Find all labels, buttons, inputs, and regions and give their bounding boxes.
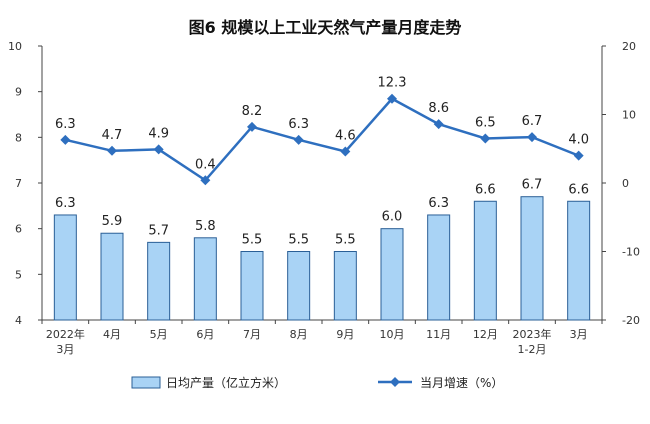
left-tick-label: 6 xyxy=(15,223,22,236)
bar xyxy=(520,196,544,321)
bar-data-label: 6.0 xyxy=(382,210,403,225)
right-tick-label: -20 xyxy=(622,314,640,327)
growth-line xyxy=(65,97,580,182)
line-data-label: 12.3 xyxy=(378,76,407,91)
line-series: 6.3 4.7 4.9 0.4 8.2 6.3 4.6 12.3 8.6 6.5 6.7 4.0 xyxy=(55,76,589,186)
line-data-label: 6.3 xyxy=(288,117,309,132)
line-data-label: 6.3 xyxy=(55,117,76,132)
bar xyxy=(147,241,171,321)
line-point xyxy=(527,132,537,143)
left-tick-label: 7 xyxy=(15,177,22,190)
x-tick-label: 5月 xyxy=(150,328,168,341)
bar xyxy=(193,237,217,321)
x-tick-label: 9月 xyxy=(336,328,354,341)
line-point xyxy=(60,134,71,145)
legend-line-marker xyxy=(390,377,400,387)
x-tick-label: 2022年 xyxy=(46,327,85,341)
line-data-label: 4.7 xyxy=(102,128,123,143)
left-tick-label: 8 xyxy=(15,131,22,144)
legend-line-label: 当月增速（%） xyxy=(420,376,503,390)
bar-data-label: 6.3 xyxy=(428,196,449,211)
bar-data-label: 5.5 xyxy=(288,233,309,248)
bar xyxy=(473,200,497,321)
bar xyxy=(380,228,404,321)
x-tick-label: 8月 xyxy=(290,328,308,341)
bar-data-label: 6.6 xyxy=(568,182,589,197)
right-tick-label: -10 xyxy=(622,246,640,259)
line-data-label: 6.7 xyxy=(522,114,543,129)
x-tick-label: 10月 xyxy=(380,328,405,341)
x-tick-label: 2023年 xyxy=(513,327,552,341)
line-data-label: 4.9 xyxy=(148,126,169,141)
left-tick-label: 9 xyxy=(15,86,22,99)
left-tick-label: 5 xyxy=(15,268,22,281)
line-point xyxy=(107,145,117,156)
x-tick-label: 3月 xyxy=(570,328,588,341)
right-tick-label: 10 xyxy=(622,109,636,122)
legend-bar-swatch xyxy=(131,376,161,389)
line-point xyxy=(573,150,584,161)
line-point xyxy=(293,134,304,145)
bar xyxy=(240,251,264,321)
bar-data-label: 5.5 xyxy=(242,233,263,248)
right-tick-label: 20 xyxy=(622,40,636,53)
line-point xyxy=(247,121,257,132)
x-tick-label: 4月 xyxy=(103,328,121,341)
bar xyxy=(287,251,311,321)
bar-data-label: 5.8 xyxy=(195,219,216,234)
x-tick-label: 1-2月 xyxy=(518,343,547,356)
bar xyxy=(427,214,451,321)
legend: 日均产量（亿立方米） 当月增速（%） xyxy=(131,375,503,390)
bar-data-label: 5.5 xyxy=(335,233,356,248)
bar xyxy=(53,214,77,321)
x-tick-label: 7月 xyxy=(243,328,261,341)
bar-data-label: 6.3 xyxy=(55,196,76,211)
bar xyxy=(333,251,357,321)
legend-bar-label: 日均产量（亿立方米） xyxy=(166,375,286,390)
x-tick-label: 12月 xyxy=(473,328,498,341)
line-point xyxy=(387,93,397,104)
line-data-label: 0.4 xyxy=(195,157,216,172)
bar xyxy=(567,200,591,321)
bar xyxy=(100,232,124,321)
line-point xyxy=(153,144,164,155)
x-tick-label: 3月 xyxy=(56,343,74,356)
line-data-label: 8.6 xyxy=(428,101,449,116)
bar-data-label: 6.7 xyxy=(522,178,543,193)
line-point xyxy=(433,119,444,130)
x-tick-label: 11月 xyxy=(426,328,451,341)
line-data-label: 6.5 xyxy=(475,115,496,130)
line-point xyxy=(200,175,211,186)
left-tick-label: 10 xyxy=(8,40,22,53)
bar-series: 6.3 5.9 5.7 5.8 5.5 5.5 5.5 6.0 6.3 6.6 6.7 6.6 xyxy=(53,178,591,321)
bar-data-label: 6.6 xyxy=(475,182,496,197)
line-data-label: 8.2 xyxy=(242,104,263,119)
x-axis-ticks: 2022年 3月 4月 5月 6月 7月 8月 9月 10月 11月 12月 2023年 1-2月 3月 xyxy=(46,327,588,356)
axes: 4 5 6 7 8 9 10 -20 -10 0 10 20 xyxy=(8,40,640,327)
bar-data-label: 5.7 xyxy=(148,223,169,238)
left-tick-label: 4 xyxy=(15,314,22,327)
bar-data-label: 5.9 xyxy=(102,214,123,229)
line-data-label: 4.0 xyxy=(568,133,589,148)
right-tick-label: 0 xyxy=(622,177,629,190)
line-point xyxy=(340,146,351,157)
line-point xyxy=(480,133,491,144)
line-data-label: 4.6 xyxy=(335,128,356,143)
x-tick-label: 6月 xyxy=(196,328,214,341)
chart-title: 图6 规模以上工业天然气产量月度走势 xyxy=(189,18,462,37)
